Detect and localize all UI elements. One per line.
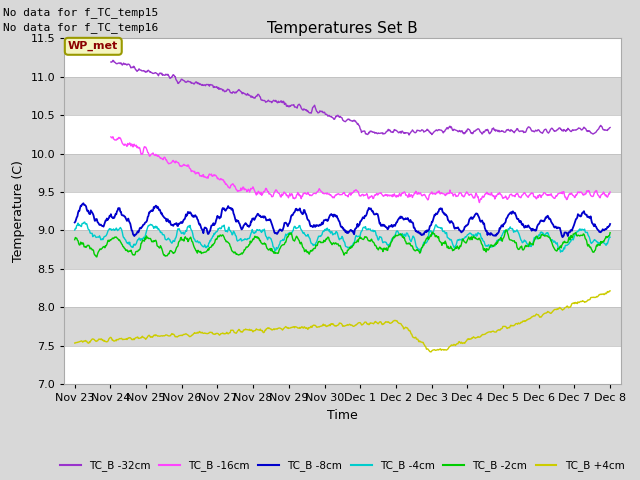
TC_B -32cm — [399, 128, 406, 134]
TC_B -8cm — [104, 216, 112, 222]
TC_B -2cm — [104, 237, 112, 243]
Bar — [64, 77, 621, 115]
TC_B -8cm — [383, 224, 390, 230]
TC_B -4cm — [417, 250, 424, 255]
TC_B -8cm — [71, 219, 79, 225]
TC_B -2cm — [71, 237, 79, 242]
TC_B +4cm — [532, 311, 540, 317]
TC_B -32cm — [380, 131, 388, 137]
Line: TC_B -8cm: TC_B -8cm — [75, 203, 610, 237]
Line: TC_B -4cm: TC_B -4cm — [75, 222, 610, 252]
TC_B -8cm — [79, 200, 87, 206]
TC_B -16cm — [606, 189, 614, 195]
Text: No data for f_TC_temp15: No data for f_TC_temp15 — [3, 7, 159, 18]
TC_B -16cm — [426, 192, 433, 198]
TC_B -8cm — [532, 227, 540, 233]
TC_B -4cm — [71, 227, 79, 233]
TC_B -32cm — [216, 86, 224, 92]
TC_B -32cm — [405, 132, 413, 138]
Bar — [64, 269, 621, 307]
TC_B -16cm — [380, 192, 388, 198]
TC_B -2cm — [477, 240, 485, 246]
TC_B -16cm — [107, 134, 115, 140]
Legend: TC_B -32cm, TC_B -16cm, TC_B -8cm, TC_B -4cm, TC_B -2cm, TC_B +4cm: TC_B -32cm, TC_B -16cm, TC_B -8cm, TC_B … — [56, 456, 628, 476]
TC_B -16cm — [476, 200, 483, 205]
TC_B -8cm — [606, 221, 614, 227]
TC_B -8cm — [413, 228, 420, 234]
TC_B -4cm — [81, 219, 88, 225]
TC_B -4cm — [383, 240, 390, 245]
X-axis label: Time: Time — [327, 408, 358, 421]
TC_B -8cm — [559, 234, 566, 240]
Y-axis label: Temperature (C): Temperature (C) — [12, 160, 25, 262]
TC_B -4cm — [606, 234, 614, 240]
TC_B -2cm — [606, 230, 614, 236]
TC_B +4cm — [427, 349, 435, 355]
Bar — [64, 154, 621, 192]
Bar — [64, 346, 621, 384]
TC_B -2cm — [397, 231, 404, 237]
TC_B -16cm — [216, 177, 224, 183]
Bar — [64, 115, 621, 154]
Bar — [64, 307, 621, 346]
TC_B -32cm — [107, 59, 115, 65]
Line: TC_B -16cm: TC_B -16cm — [111, 137, 610, 203]
TC_B +4cm — [71, 340, 79, 346]
TC_B -4cm — [478, 236, 486, 241]
TC_B -4cm — [104, 228, 112, 233]
Text: No data for f_TC_temp16: No data for f_TC_temp16 — [3, 22, 159, 33]
TC_B +4cm — [382, 319, 390, 324]
Title: Temperatures Set B: Temperatures Set B — [267, 21, 418, 36]
TC_B +4cm — [396, 321, 404, 326]
TC_B -8cm — [397, 214, 404, 219]
Text: WP_met: WP_met — [68, 41, 118, 51]
TC_B -16cm — [109, 134, 116, 140]
TC_B -32cm — [606, 125, 614, 131]
TC_B -2cm — [502, 227, 510, 233]
TC_B -32cm — [497, 129, 504, 134]
TC_B -32cm — [109, 58, 116, 63]
TC_B -32cm — [426, 129, 434, 135]
TC_B +4cm — [477, 333, 485, 339]
TC_B -2cm — [93, 254, 100, 260]
TC_B +4cm — [412, 335, 420, 340]
TC_B -32cm — [452, 127, 460, 133]
TC_B +4cm — [104, 339, 111, 345]
TC_B -4cm — [397, 231, 404, 237]
TC_B -2cm — [383, 245, 390, 251]
Bar — [64, 192, 621, 230]
TC_B -16cm — [399, 190, 406, 196]
TC_B -16cm — [497, 191, 504, 196]
Line: TC_B -32cm: TC_B -32cm — [111, 60, 610, 135]
Line: TC_B +4cm: TC_B +4cm — [75, 291, 610, 352]
Bar — [64, 38, 621, 77]
Line: TC_B -2cm: TC_B -2cm — [75, 230, 610, 257]
TC_B -2cm — [533, 233, 541, 239]
TC_B -4cm — [413, 244, 420, 250]
TC_B -4cm — [533, 236, 541, 242]
TC_B +4cm — [606, 288, 614, 294]
TC_B -8cm — [477, 218, 485, 224]
TC_B -16cm — [451, 191, 459, 197]
Bar — [64, 230, 621, 269]
TC_B -2cm — [413, 247, 420, 253]
